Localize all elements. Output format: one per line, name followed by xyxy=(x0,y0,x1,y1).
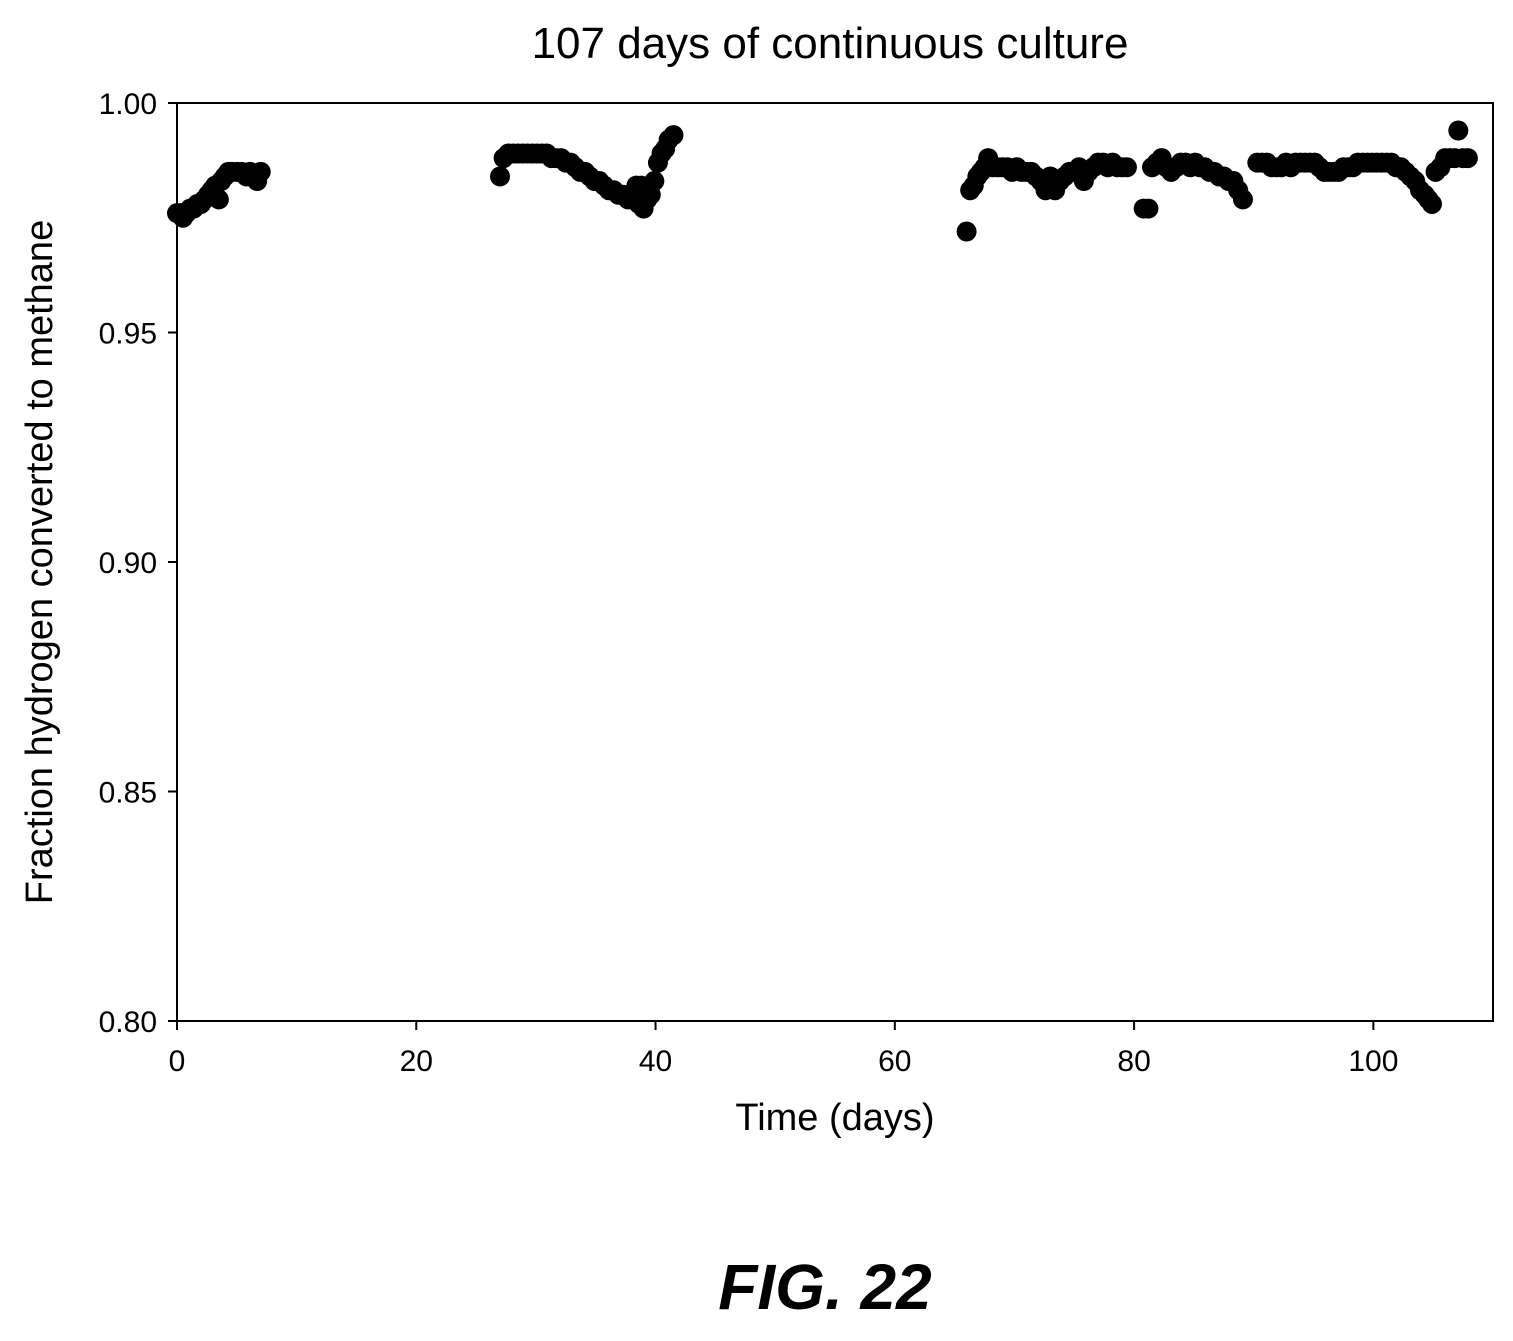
scatter-chart: 107 days of continuous culture 0 20 40 60 80… xyxy=(19,19,1494,1139)
data-point xyxy=(663,125,684,146)
x-tick-label: 80 xyxy=(1117,1045,1150,1078)
data-point xyxy=(644,171,665,192)
y-tick-label: 1.00 xyxy=(99,88,157,121)
data-point xyxy=(490,166,511,187)
figure-caption: FIG. 22 xyxy=(718,1251,932,1323)
x-axis-label: Time (days) xyxy=(735,1097,934,1139)
x-tick-label: 20 xyxy=(400,1045,433,1078)
data-point xyxy=(1457,148,1478,169)
x-tick-label: 60 xyxy=(878,1045,911,1078)
data-point xyxy=(1138,198,1159,219)
data-point xyxy=(1232,189,1253,210)
chart-title: 107 days of continuous culture xyxy=(532,19,1129,68)
data-point xyxy=(956,221,977,242)
y-tick-label: 0.85 xyxy=(99,777,157,810)
y-axis-label: Fraction hydrogen converted to methane xyxy=(19,220,61,904)
y-tick-label: 0.90 xyxy=(99,547,157,580)
data-point xyxy=(250,161,271,182)
x-tick-label: 0 xyxy=(169,1045,186,1078)
data-point xyxy=(208,189,229,210)
data-point xyxy=(1116,157,1137,178)
plot-frame xyxy=(176,102,1494,1022)
x-axis: 0 20 40 60 80 100 xyxy=(169,1021,1398,1078)
y-tick-label: 0.95 xyxy=(99,318,157,351)
y-axis: 0.80 0.85 0.90 0.95 1.00 xyxy=(99,88,177,1039)
x-tick-label: 40 xyxy=(639,1045,672,1078)
x-tick-label: 100 xyxy=(1348,1045,1398,1078)
y-tick-label: 0.80 xyxy=(99,1006,157,1039)
data-point xyxy=(1421,193,1442,214)
data-points xyxy=(167,120,1478,242)
data-point xyxy=(1448,120,1469,141)
